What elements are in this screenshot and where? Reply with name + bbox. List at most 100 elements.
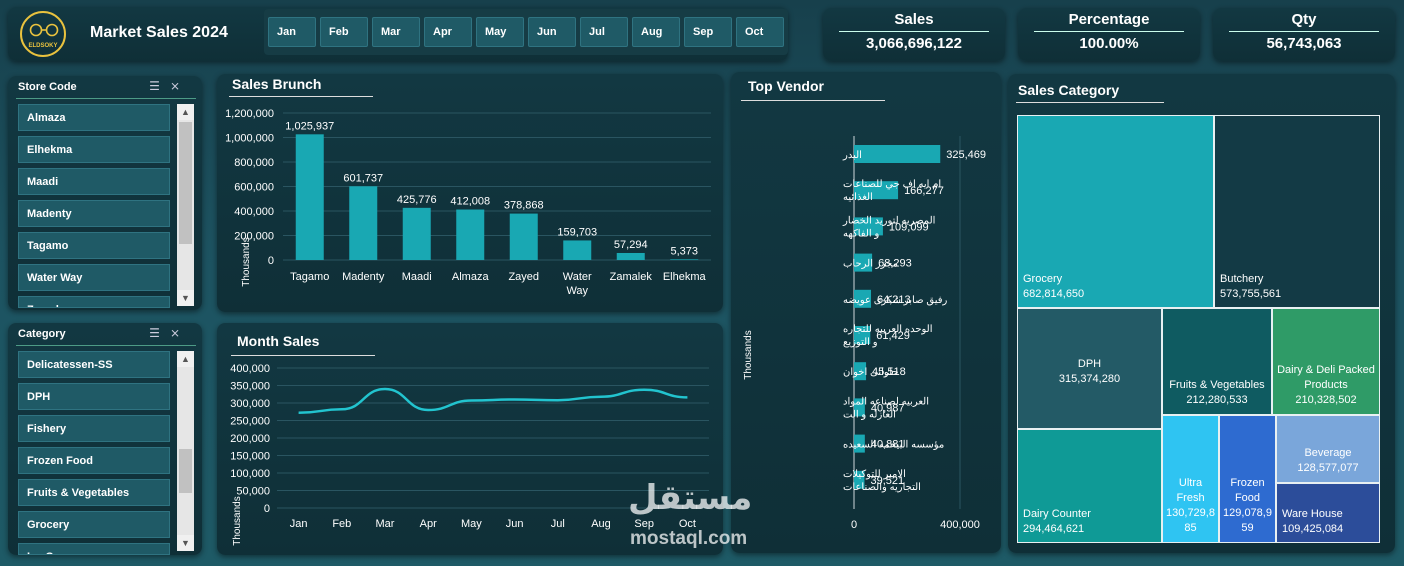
vendor-bar [854,434,865,453]
bar-madenty [349,186,378,260]
x-tick-label: Almaza [452,271,490,283]
month-sales-chart: 0 50,000 100,000 150,000 200,000 250,000 300,0… [230,363,709,546]
top-vendor-panel: Top Vendor 325,469 البدر 166,277 ام ايه اف … [731,72,1001,553]
x-tick-label: May [461,518,482,530]
data-label: 425,776 [397,194,437,206]
treemap-value: 682,814,650 [1023,288,1085,300]
slicer-item[interactable]: Maadi [18,168,170,195]
chart-title: Month Sales [237,333,320,349]
month-button-aug[interactable]: Aug [632,17,680,47]
month-button-jun[interactable]: Jun [528,17,576,47]
data-label: 325,469 [946,149,986,161]
month-sales-panel: Month Sales 0 50,000 100,000 150,000 200,000… [217,323,723,555]
bar-almaza [456,209,485,260]
y-tick-label: ام ايه اف جي للصناعات الغذائيه [843,179,941,203]
slicer-item[interactable]: Fruits & Vegetables [18,479,170,506]
slicer-item[interactable]: Fishery [18,415,170,442]
month-button-may[interactable]: May [476,17,524,47]
slicer-item[interactable]: Ice Cream [18,543,170,555]
treemap-cell-ultra-fresh[interactable]: Ultra Fresh 130,729,885 [1162,415,1219,543]
month-button-apr[interactable]: Apr [424,17,472,47]
chart-title: Sales Brunch [232,76,322,92]
scroll-down-icon[interactable]: ▼ [177,535,194,551]
y-tick-label: 200,000 [230,433,270,445]
treemap-cell-fruits-vegetables[interactable]: Fruits & Vegetables 212,280,533 [1162,308,1272,415]
slicer-item[interactable]: Madenty [18,200,170,227]
month-button-feb[interactable]: Feb [320,17,368,47]
scroll-down-icon[interactable]: ▼ [177,290,194,306]
x-tick-label: Jun [506,518,524,530]
month-button-jan[interactable]: Jan [268,17,316,47]
scroll-thumb[interactable] [179,449,192,493]
y-axis-label: Thousands [241,237,252,286]
kpi-sales: Sales 3,066,696,122 [823,8,1005,61]
data-label: 5,373 [670,245,698,257]
data-label: 40,987 [871,402,905,414]
y-tick-label: مؤسسه البيحمه السعيده [843,440,944,451]
slicer-scrollbar[interactable]: ▲ ▼ [177,351,194,551]
slicer-item[interactable]: Grocery [18,511,170,538]
treemap-cell-butchery[interactable]: Butchery 573,755,561 [1214,115,1380,308]
treemap-cell-frozen-food[interactable]: Frozen Food 129,078,959 [1219,415,1276,543]
x-tick-label: Mar [376,518,395,530]
y-tick-label: الوحده العربيه للتجاره و التوزيع [843,324,933,348]
multi-select-icon[interactable]: ☰ [149,79,170,93]
clear-filter-icon[interactable]: ⨯ [169,79,190,93]
bar-elhekma [670,259,699,260]
data-label: 40,881 [871,439,905,451]
kpi-label: Qty [1291,11,1317,28]
month-button-jul[interactable]: Jul [580,17,628,47]
slicer-item[interactable]: Tagamo [18,232,170,259]
y-tick-label: 800,000 [234,157,274,169]
store-code-slicer: Store Code ☰⨯ Almaza Elhekma Maadi Madenty T… [8,76,202,310]
slicer-item[interactable]: Delicatessen-SS [18,351,170,378]
watermark: مستقل mostaql.com [628,478,752,549]
treemap-cell-dph[interactable]: DPH 315,374,280 [1017,308,1162,429]
y-tick-label: 400,000 [234,206,274,218]
treemap-cell-ware-house[interactable]: Ware House 109,425,084 [1276,483,1380,543]
treemap-cell-dairy-counter[interactable]: Dairy Counter 294,464,621 [1017,429,1162,543]
scroll-up-icon[interactable]: ▲ [177,351,194,367]
month-button-sep[interactable]: Sep [684,17,732,47]
data-label: 159,703 [557,226,597,238]
data-label: 378,868 [504,200,544,212]
multi-select-icon[interactable]: ☰ [149,326,170,340]
treemap-value: 129,078,959 [1223,507,1272,534]
month-button-oct[interactable]: Oct [736,17,784,47]
slicer-item[interactable]: Elhekma [18,136,170,163]
treemap-label: Ware House [1282,508,1343,520]
slicer-item[interactable]: Almaza [18,104,170,131]
vendor-bar [854,289,872,308]
y-tick-label: 200,000 [234,231,274,243]
y-axis-label: Thousands [743,330,754,379]
treemap-cell-grocery[interactable]: Grocery 682,814,650 [1017,115,1214,308]
slicer-item[interactable]: Zayed [18,296,170,308]
month-button-mar[interactable]: Mar [372,17,420,47]
sales-line [298,387,688,415]
y-tick-label: 0 [268,255,274,267]
logo-text: ELDSOKY [28,43,58,49]
kpi-qty: Qty 56,743,063 [1213,8,1395,61]
treemap-label: Grocery [1023,273,1063,285]
data-label: 57,294 [614,239,648,251]
x-tick-label: Madenty [342,271,385,283]
scroll-thumb[interactable] [179,122,192,244]
vendor-bar [854,326,871,344]
x-tick-label: Jan [290,518,308,530]
slicer-item[interactable]: Water Way [18,264,170,291]
treemap-label: Dairy Counter [1023,508,1091,520]
treemap-label: Beverage [1304,447,1352,459]
scroll-up-icon[interactable]: ▲ [177,104,194,120]
slicer-item[interactable]: Frozen Food [18,447,170,474]
brand-logo: ELDSOKY [20,11,66,57]
clear-filter-icon[interactable]: ⨯ [169,326,190,340]
treemap-cell-beverage[interactable]: Beverage 128,577,077 [1276,415,1380,483]
slicer-scrollbar[interactable]: ▲ ▼ [177,104,194,306]
slicer-item[interactable]: DPH [18,383,170,410]
chart-title: Top Vendor [748,78,824,94]
x-tick-label: Aug [591,518,611,530]
data-label: 109,099 [889,221,929,233]
data-label: 61,429 [876,330,910,342]
treemap-cell-dairy-deli-packed-products[interactable]: Dairy & Deli Packed Products 210,328,502 [1272,308,1380,415]
